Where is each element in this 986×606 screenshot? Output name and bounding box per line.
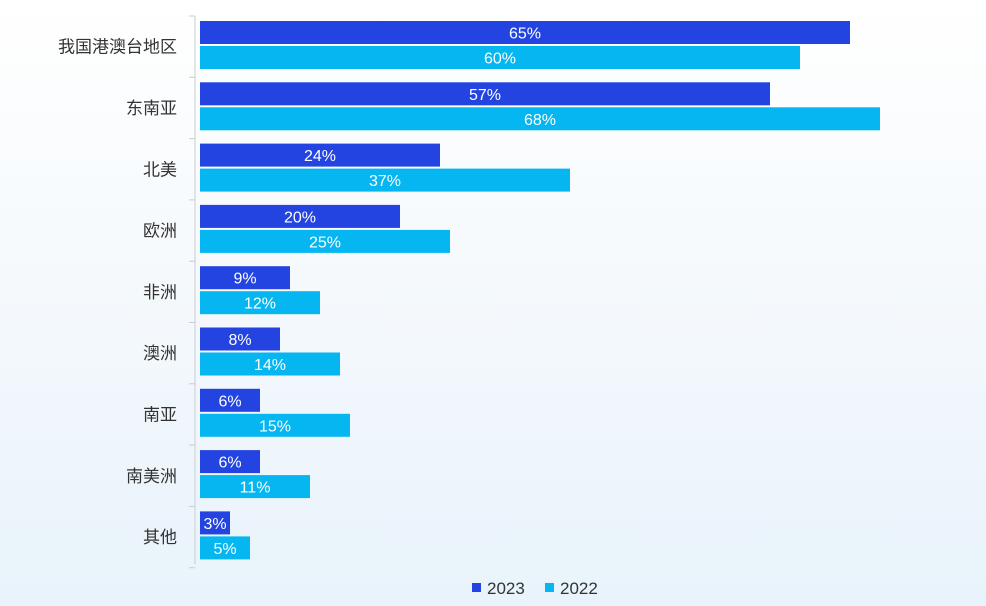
data-label: 14% — [254, 357, 286, 374]
y-axis-ticks — [189, 15, 195, 569]
bar-2023-南亚 — [200, 388, 260, 412]
category-label: 东南亚 — [126, 99, 177, 118]
bar-2022-南美洲 — [200, 475, 310, 499]
category-label: 澳洲 — [143, 344, 177, 363]
bar-2023-北美 — [200, 143, 440, 167]
bar-2023-南美洲 — [200, 450, 260, 474]
bar-2023-我国港澳台地区 — [200, 21, 850, 44]
data-label: 6% — [218, 393, 241, 410]
bar-2023-东南亚 — [200, 82, 770, 106]
bar-2022-非洲 — [200, 291, 320, 315]
bar-2022-澳洲 — [200, 352, 340, 376]
data-label: 60% — [484, 51, 516, 68]
data-label: 8% — [228, 332, 251, 349]
bar-2022-南亚 — [200, 413, 350, 437]
data-label: 15% — [259, 418, 291, 435]
legend-swatch-2022 — [545, 583, 554, 592]
data-label: 5% — [213, 541, 236, 558]
bar-2023-非洲 — [200, 266, 290, 290]
bar-2022-欧洲 — [200, 229, 450, 253]
bar-2022-其他 — [200, 536, 250, 560]
bars — [200, 21, 880, 560]
data-label: 20% — [284, 209, 316, 226]
category-label: 南美洲 — [126, 467, 177, 486]
data-label: 37% — [369, 173, 401, 190]
data-label: 9% — [233, 271, 256, 288]
bar-2022-我国港澳台地区 — [200, 46, 800, 69]
category-label: 非洲 — [143, 283, 177, 302]
data-label: 12% — [244, 296, 276, 313]
bar-2023-欧洲 — [200, 204, 400, 228]
data-label: 57% — [469, 87, 501, 104]
category-label: 我国港澳台地区 — [58, 38, 177, 57]
legend-label-2022: 2022 — [560, 579, 598, 598]
legend: 2023 2022 — [472, 579, 598, 598]
bar-2022-北美 — [200, 168, 570, 192]
category-label: 其他 — [143, 528, 177, 547]
bar-2022-东南亚 — [200, 107, 880, 131]
data-label: 24% — [304, 148, 336, 165]
data-label: 11% — [240, 480, 271, 497]
legend-label-2023: 2023 — [487, 579, 525, 598]
data-label: 68% — [524, 112, 556, 129]
category-label: 南亚 — [143, 405, 177, 424]
data-label: 25% — [309, 234, 341, 251]
bar-2023-其他 — [200, 511, 230, 535]
data-labels: 65% 60% 57% 68% 24% 37% 20% 25% 9% 12% 8%14% 6% 15% 6… — [203, 26, 556, 558]
bar-2023-澳洲 — [200, 327, 280, 351]
data-label: 3% — [203, 516, 226, 533]
category-label: 北美 — [143, 160, 177, 179]
legend-swatch-2023 — [472, 583, 481, 592]
category-label: 欧洲 — [143, 222, 177, 241]
data-label: 6% — [218, 455, 241, 472]
data-label: 65% — [509, 26, 541, 43]
